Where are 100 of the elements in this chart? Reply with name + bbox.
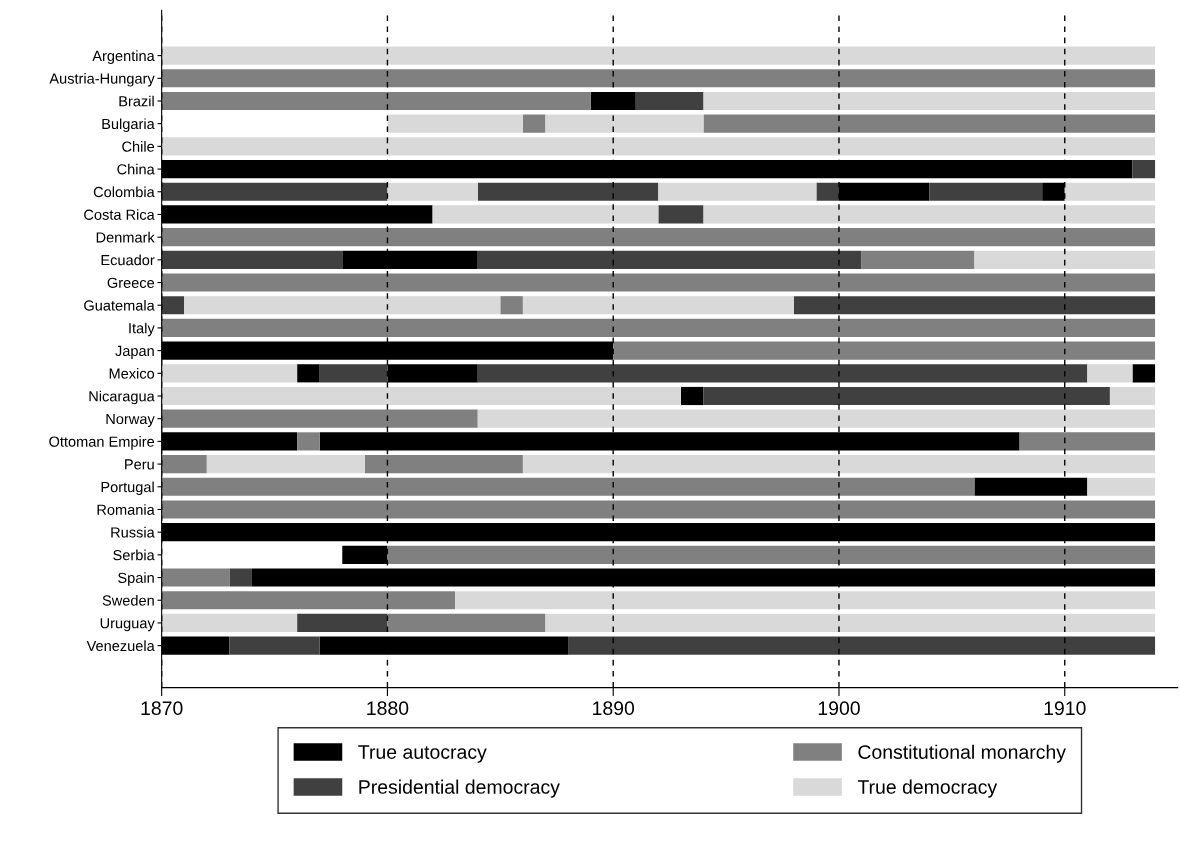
y-tick-label: Argentina — [92, 50, 155, 64]
x-tick-label: 1910 — [1044, 701, 1086, 716]
bar — [161, 91, 591, 111]
y-tick-label: Austria-Hungary — [49, 73, 155, 87]
bar — [161, 318, 1156, 337]
y-tick-label: Portugal — [101, 481, 154, 496]
bar — [161, 455, 207, 474]
bar — [658, 205, 704, 224]
legend-label: Constitutional monarchy — [858, 744, 1066, 763]
bar — [500, 296, 523, 315]
bar — [161, 137, 1156, 156]
y-tick-label: Ecuador — [101, 254, 155, 266]
bar — [229, 568, 252, 587]
bar — [161, 273, 1156, 292]
y-tick-label: Japan — [115, 345, 154, 359]
bar — [229, 636, 320, 655]
x-tick-label: 1880 — [367, 701, 409, 716]
y-tick-label: Norway — [106, 413, 155, 427]
y-tick-label: Bulgaria — [102, 118, 155, 132]
bar — [455, 591, 1156, 610]
legend-label: True autocracy — [358, 745, 487, 763]
bar — [703, 91, 1156, 111]
bar — [161, 250, 343, 269]
bar — [816, 182, 839, 201]
y-tick-label: Greece — [107, 277, 155, 288]
bar — [680, 386, 704, 406]
bar — [929, 182, 1043, 201]
bar — [545, 114, 704, 133]
y-tick-label: Venezuela — [86, 640, 155, 652]
legend-label: Presidential democracy — [359, 779, 560, 798]
bar — [432, 205, 659, 224]
bar — [1019, 432, 1156, 451]
bar — [161, 386, 681, 406]
bar — [861, 250, 975, 269]
bar — [161, 613, 298, 633]
y-tick-label: China — [117, 163, 155, 175]
y-tick-label: Guatemala — [84, 299, 155, 311]
bar — [703, 205, 1156, 224]
y-tick-label: Italy — [129, 322, 155, 337]
bar — [1132, 364, 1156, 383]
bar — [161, 46, 1156, 65]
bar — [161, 500, 1156, 519]
x-tick-label: 1870 — [141, 701, 183, 716]
bar — [613, 341, 1156, 360]
bar — [635, 91, 704, 111]
y-tick-label: Russia — [111, 526, 155, 538]
bar — [161, 409, 478, 428]
bar — [1064, 182, 1156, 201]
bar — [319, 364, 388, 383]
bar — [297, 613, 388, 633]
y-tick-label: Nicaragua — [89, 390, 155, 405]
bar — [545, 613, 1156, 633]
bar — [161, 477, 975, 496]
bar — [522, 455, 1156, 474]
y-tick-label: Costa Rica — [84, 209, 155, 220]
bar — [522, 296, 794, 315]
bar — [161, 591, 456, 610]
y-tick-label: Peru — [125, 459, 154, 470]
bar — [1132, 159, 1156, 179]
bar — [703, 386, 1110, 406]
bar — [161, 228, 1156, 247]
y-tick-label: Sweden — [102, 594, 154, 606]
bar — [206, 455, 365, 474]
bar — [974, 250, 1156, 269]
bar — [161, 568, 230, 587]
bar — [703, 114, 1156, 133]
y-tick-label: Ottoman Empire — [49, 436, 155, 450]
bar — [387, 613, 546, 633]
y-tick-label: Chile — [122, 141, 155, 152]
bar — [658, 182, 817, 201]
y-tick-label: Denmark — [96, 231, 155, 243]
y-tick-label: Brazil — [119, 95, 154, 107]
bar — [387, 114, 523, 133]
bar — [477, 409, 1156, 428]
bar — [522, 114, 546, 133]
bar — [297, 432, 320, 451]
y-tick-label: Spain — [118, 572, 154, 586]
bar — [387, 182, 478, 201]
bar — [184, 296, 501, 315]
bar — [477, 250, 862, 269]
bar — [1087, 477, 1156, 496]
bar — [297, 364, 320, 383]
bar — [161, 182, 388, 201]
legend-label: True democracy — [857, 779, 998, 798]
y-tick-label: Colombia — [93, 186, 155, 198]
bar — [387, 545, 1156, 564]
y-tick-label: Romania — [97, 504, 155, 515]
bar — [477, 364, 1088, 383]
y-tick-label: Uruguay — [100, 618, 155, 632]
bar — [1109, 386, 1156, 406]
bar — [568, 636, 1156, 655]
bar — [161, 296, 185, 315]
bar — [477, 182, 659, 201]
x-tick-label: 1900 — [818, 701, 860, 716]
bar — [161, 69, 1156, 88]
y-tick-label: Mexico — [109, 368, 155, 379]
x-tick-label: 1890 — [593, 701, 635, 716]
bar — [364, 455, 523, 474]
y-tick-label: Serbia — [113, 549, 155, 561]
bar — [1087, 364, 1133, 383]
